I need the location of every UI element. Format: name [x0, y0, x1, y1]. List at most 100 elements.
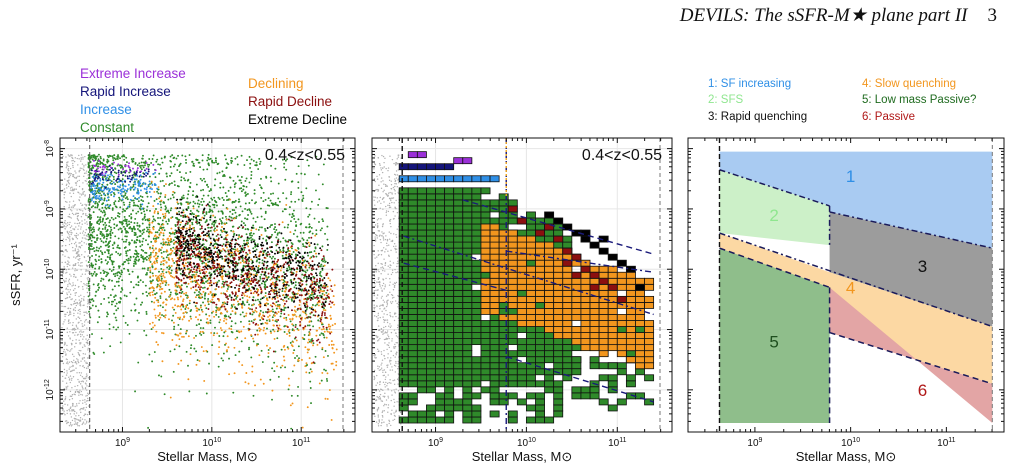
- scatter-point: [190, 317, 193, 320]
- scatter-point: [125, 218, 128, 221]
- background-point: [69, 410, 71, 412]
- scatter-point: [173, 184, 176, 187]
- background-point: [82, 304, 84, 307]
- scatter-point: [96, 221, 99, 224]
- scatter-point: [133, 240, 136, 243]
- scatter-point: [230, 216, 233, 219]
- scatter-point: [192, 200, 195, 203]
- scatter-point: [287, 264, 290, 267]
- background-point: [81, 163, 84, 165]
- scatter-point: [108, 175, 111, 178]
- background-point: [78, 264, 80, 266]
- scatter-point: [317, 319, 320, 322]
- scatter-point: [96, 206, 99, 209]
- scatter-point: [305, 246, 308, 249]
- scatter-point: [229, 176, 232, 179]
- scatter-point: [294, 284, 297, 287]
- scatter-point: [252, 303, 254, 306]
- scatter-point: [180, 251, 183, 254]
- scatter-point: [95, 168, 98, 171]
- background-point: [79, 245, 81, 248]
- background-point: [74, 391, 77, 394]
- background-point: [86, 327, 88, 329]
- scatter-point: [205, 213, 208, 215]
- scatter-point: [330, 331, 333, 334]
- scatter-point: [252, 247, 255, 250]
- scatter-point: [326, 372, 329, 375]
- scatter-point: [92, 226, 95, 229]
- scatter-point: [206, 274, 209, 277]
- scatter-point: [289, 320, 292, 323]
- scatter-point: [255, 307, 258, 309]
- scatter-point: [152, 279, 154, 282]
- scatter-point: [296, 235, 299, 238]
- scatter-point: [266, 319, 268, 322]
- scatter-point: [171, 306, 174, 309]
- scatter-point: [272, 324, 275, 327]
- scatter-point: [276, 305, 279, 308]
- scatter-point: [113, 201, 116, 204]
- background-point: [75, 324, 78, 327]
- background-point: [72, 264, 75, 266]
- background-point: [69, 310, 71, 312]
- scatter-point: [306, 306, 309, 309]
- scatter-point: [308, 225, 311, 228]
- scatter-point: [113, 298, 116, 301]
- scatter-point: [198, 203, 201, 206]
- scatter-point: [135, 283, 138, 286]
- background-point: [86, 287, 88, 289]
- background-point: [84, 399, 86, 401]
- scatter-point: [215, 161, 218, 164]
- scatter-point: [96, 155, 99, 158]
- scatter-point: [293, 309, 296, 312]
- scatter-point: [95, 254, 97, 256]
- background-point: [66, 412, 68, 415]
- background-point: [79, 365, 81, 367]
- scatter-point: [118, 254, 121, 257]
- scatter-point: [245, 177, 248, 180]
- background-point: [83, 360, 86, 362]
- scatter-point: [177, 185, 180, 188]
- background-point: [79, 409, 81, 411]
- scatter-point: [306, 269, 309, 272]
- scatter-point: [142, 207, 145, 210]
- background-point: [61, 339, 63, 342]
- background-point: [85, 375, 88, 378]
- scatter-point: [141, 292, 144, 295]
- scatter-point: [285, 168, 288, 171]
- scatter-point: [200, 286, 202, 289]
- scatter-point: [284, 325, 286, 327]
- background-point: [84, 203, 86, 206]
- scatter-point: [208, 158, 211, 161]
- background-point: [69, 381, 72, 384]
- background-point: [79, 257, 81, 260]
- scatter-point: [306, 316, 309, 319]
- scatter-point: [113, 227, 116, 229]
- scatter-point: [242, 259, 245, 262]
- scatter-point: [207, 156, 210, 159]
- background-point: [87, 255, 89, 258]
- scatter-point: [243, 284, 246, 287]
- scatter-point: [259, 309, 262, 312]
- scatter-point: [161, 306, 164, 309]
- scatter-point: [277, 329, 280, 332]
- scatter-point: [314, 290, 317, 293]
- scatter-point: [178, 243, 181, 246]
- scatter-point: [192, 218, 195, 221]
- scatter-point: [214, 221, 217, 224]
- scatter-point: [245, 233, 248, 236]
- background-point: [80, 254, 83, 256]
- scatter-point: [116, 155, 119, 158]
- scatter-point: [308, 236, 310, 239]
- scatter-point: [118, 220, 121, 223]
- scatter-point: [184, 311, 187, 314]
- scatter-point: [314, 234, 317, 237]
- scatter-point: [113, 242, 116, 245]
- scatter-point: [92, 156, 95, 159]
- scatter-point: [264, 210, 267, 213]
- background-point: [66, 348, 68, 351]
- scatter-point: [273, 337, 276, 340]
- background-point: [85, 403, 87, 405]
- background-point: [88, 393, 90, 396]
- background-point: [74, 294, 77, 296]
